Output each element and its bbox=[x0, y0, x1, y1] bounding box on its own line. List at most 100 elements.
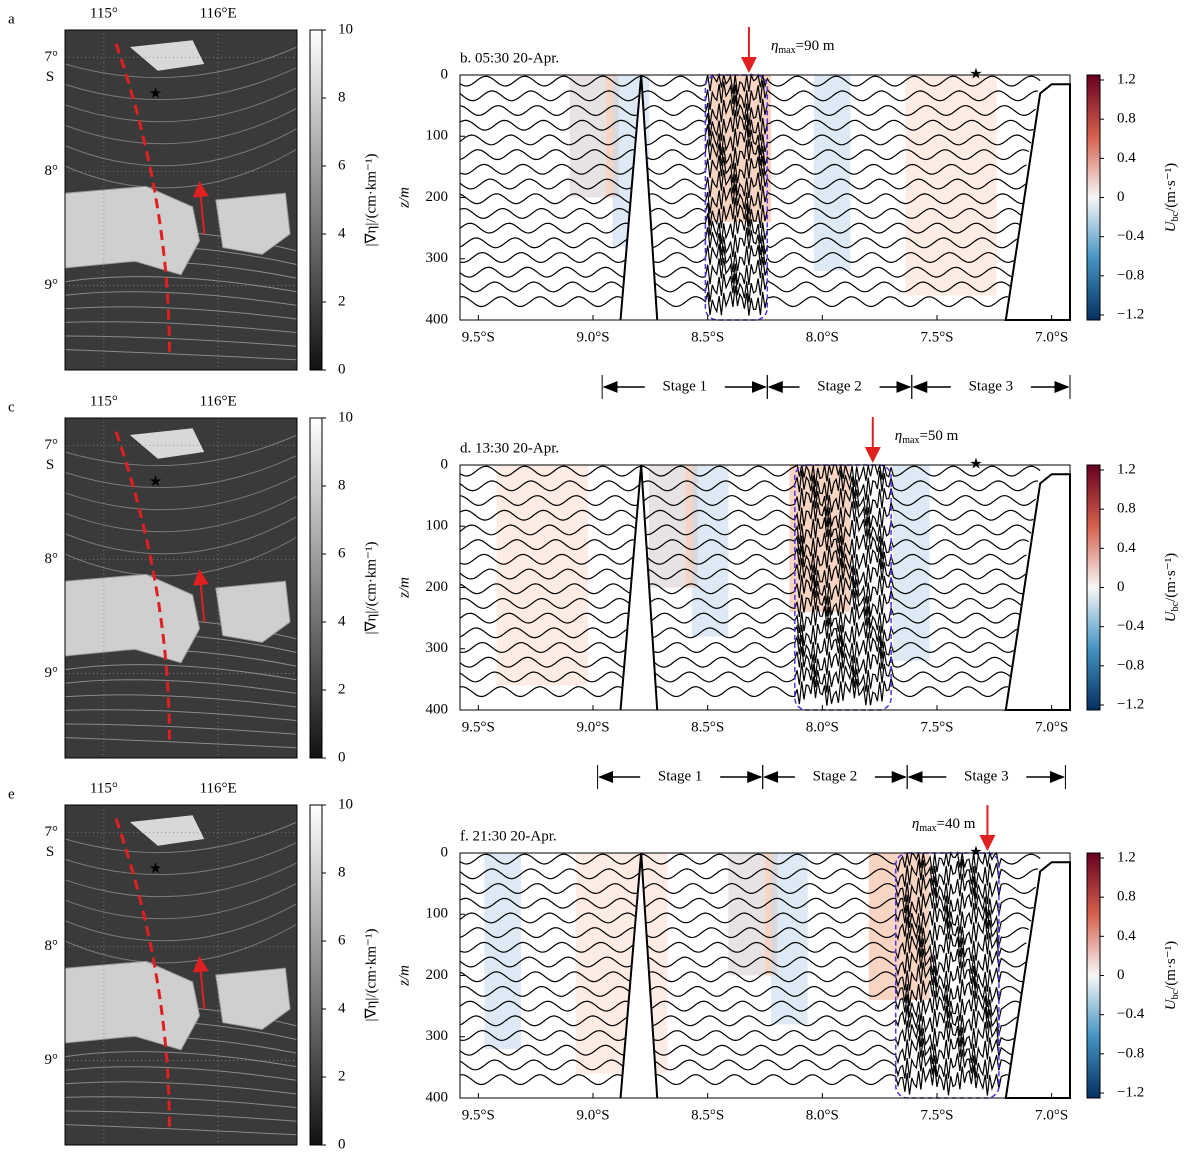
isopycnal bbox=[459, 873, 1036, 905]
colorbar-label: |∇η|/(cm·km⁻¹) bbox=[363, 929, 379, 1022]
contour bbox=[64, 128, 298, 167]
annotation: ηmax=40 m bbox=[912, 816, 976, 834]
y-tick-label: 200 bbox=[426, 967, 449, 983]
annotation-sub: max bbox=[778, 45, 795, 56]
colorbar-tick-label: 0 bbox=[1117, 967, 1125, 983]
contour bbox=[64, 664, 298, 681]
y-tick-label: 8° bbox=[45, 163, 59, 179]
colorbar-label: |∇η|/(cm·km⁻¹) bbox=[363, 154, 379, 247]
isopycnal bbox=[459, 500, 1034, 530]
colorbar-tick-label: −0.4 bbox=[1117, 228, 1145, 244]
contour bbox=[64, 723, 298, 735]
isopycnal bbox=[459, 646, 1013, 678]
isopycnal bbox=[459, 285, 1009, 316]
wave-arrow bbox=[192, 569, 209, 623]
colorbar-sub: bc bbox=[1170, 601, 1181, 611]
shelf bbox=[1004, 473, 1071, 711]
velocity-patch bbox=[728, 853, 765, 976]
isopycnal bbox=[459, 1065, 1009, 1096]
colorbar-tick-label: −1.2 bbox=[1117, 696, 1144, 712]
contour bbox=[64, 276, 298, 293]
velocity-patch bbox=[496, 465, 589, 686]
isopycnal bbox=[459, 916, 1029, 948]
x-tick-label: 9.5°S bbox=[462, 719, 495, 735]
y-axis-label: z/m bbox=[396, 965, 412, 987]
colorbar-tick-label: 4 bbox=[338, 613, 346, 629]
map-frame bbox=[64, 417, 298, 759]
x-tick-label: 7.5°S bbox=[920, 1107, 953, 1123]
colorbar-tick-label: 0.4 bbox=[1117, 540, 1136, 556]
contour bbox=[64, 454, 298, 489]
transect bbox=[114, 818, 171, 1129]
colorbar-tick-label: 8 bbox=[338, 89, 346, 105]
annotation-symbol: η bbox=[912, 816, 919, 832]
contour bbox=[64, 291, 298, 306]
y-tick-label: 0 bbox=[441, 66, 449, 82]
section-plot bbox=[459, 72, 1071, 321]
isopycnal bbox=[459, 990, 1020, 1022]
colorbar-sub: bc bbox=[1170, 211, 1181, 221]
y-tick-label: 200 bbox=[426, 189, 449, 205]
y-axis-label: z/m bbox=[396, 187, 412, 209]
colorbar-tick-label: 10 bbox=[338, 21, 353, 37]
velocity-patch bbox=[649, 465, 686, 588]
isopycnal bbox=[459, 588, 1023, 618]
stage-label: Stage 3 bbox=[969, 378, 1014, 394]
contour bbox=[64, 321, 298, 334]
x-tick-label: 9.5°S bbox=[462, 329, 495, 345]
isopycnal bbox=[459, 272, 1011, 303]
x-tick-label: 115° bbox=[90, 780, 118, 796]
isopycnal bbox=[459, 1005, 1018, 1037]
velocity-patch bbox=[691, 465, 729, 637]
map-frame bbox=[64, 804, 298, 1146]
contour bbox=[64, 694, 298, 708]
annotation-sub: max bbox=[902, 435, 919, 446]
isopycnal bbox=[459, 1020, 1016, 1051]
isopycnal bbox=[459, 976, 1023, 1008]
stage-label: Stage 1 bbox=[658, 768, 703, 784]
x-tick-label: 8.0°S bbox=[806, 719, 839, 735]
panel-label: c bbox=[8, 399, 15, 415]
x-tick-label: 9.5°S bbox=[462, 1107, 495, 1123]
contour bbox=[64, 903, 298, 942]
contour bbox=[64, 1124, 298, 1136]
isopycnal bbox=[459, 243, 1016, 273]
x-tick-label: 8.5°S bbox=[691, 329, 724, 345]
panel-label: a bbox=[8, 11, 15, 27]
land bbox=[215, 580, 291, 643]
map-frame bbox=[64, 29, 298, 371]
isopycnal bbox=[459, 213, 1020, 244]
colorbar-tick-label: 8 bbox=[338, 864, 346, 880]
isopycnal bbox=[459, 932, 1027, 963]
contour bbox=[64, 306, 298, 320]
star: ★ bbox=[969, 456, 982, 472]
transect bbox=[114, 43, 171, 354]
contour bbox=[64, 862, 298, 898]
colorbar-tick-label: 6 bbox=[338, 157, 346, 173]
annotation: ηmax=50 m bbox=[895, 428, 959, 446]
colorbar bbox=[309, 29, 323, 371]
colorbar bbox=[1086, 852, 1101, 1099]
colorbar-label: Ubc/(m·s⁻¹) bbox=[1163, 941, 1181, 1010]
velocity-patch bbox=[771, 853, 808, 1025]
colorbar-tick-label: 0.8 bbox=[1117, 111, 1136, 127]
x-tick-label: 8.0°S bbox=[806, 1107, 839, 1123]
contour bbox=[64, 349, 298, 361]
annotation-sub: max bbox=[919, 823, 936, 834]
contour bbox=[64, 148, 298, 189]
colorbar-tick-label: 6 bbox=[338, 932, 346, 948]
isopycnal bbox=[459, 72, 1041, 95]
velocity-patch bbox=[893, 465, 930, 661]
x-tick-label: 115° bbox=[90, 5, 118, 21]
isopycnal bbox=[459, 858, 1038, 889]
isopycnal bbox=[459, 947, 1027, 977]
colorbar-tick-label: 2 bbox=[338, 293, 346, 309]
x-tick-label: 8.5°S bbox=[691, 719, 724, 735]
contour bbox=[64, 1081, 298, 1095]
contour bbox=[64, 1066, 298, 1081]
y-tick-label: 100 bbox=[426, 128, 449, 144]
y-tick-label: 100 bbox=[426, 906, 449, 922]
shelf bbox=[1004, 861, 1071, 1099]
colorbar-tick-label: −0.8 bbox=[1117, 657, 1144, 673]
